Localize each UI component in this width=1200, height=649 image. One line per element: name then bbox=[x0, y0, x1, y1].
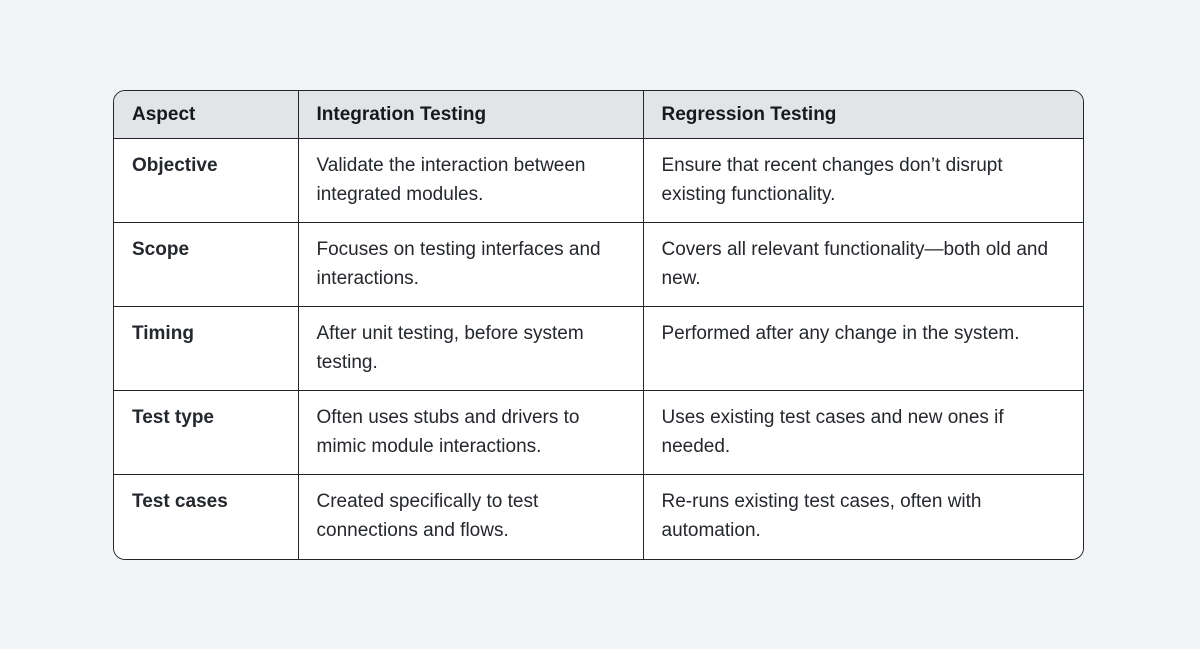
table-row: Timing After unit testing, before system … bbox=[114, 306, 1083, 391]
table-row: Objective Validate the interaction betwee… bbox=[114, 138, 1083, 223]
integration-cell: Often uses stubs and drivers to mimic mo… bbox=[298, 390, 644, 475]
regression-cell: Uses existing test cases and new ones if… bbox=[643, 390, 1083, 475]
table-row: Scope Focuses on testing interfaces and i… bbox=[114, 222, 1083, 307]
aspect-cell: Timing bbox=[114, 306, 299, 391]
table-header-row: Aspect Integration Testing Regression Te… bbox=[114, 91, 1083, 139]
column-header-integration-testing: Integration Testing bbox=[298, 91, 644, 139]
aspect-cell: Test cases bbox=[114, 474, 299, 559]
regression-cell: Covers all relevant functionality—both o… bbox=[643, 222, 1083, 307]
table-row: Test cases Created specifically to test c… bbox=[114, 474, 1083, 559]
table-row: Test type Often uses stubs and drivers to… bbox=[114, 390, 1083, 475]
column-header-regression-testing: Regression Testing bbox=[643, 91, 1083, 139]
aspect-cell: Scope bbox=[114, 222, 299, 307]
integration-cell: After unit testing, before system testin… bbox=[298, 306, 644, 391]
regression-cell: Performed after any change in the system… bbox=[643, 306, 1083, 391]
aspect-cell: Objective bbox=[114, 138, 299, 223]
regression-cell: Ensure that recent changes don’t disrupt… bbox=[643, 138, 1083, 223]
integration-cell: Focuses on testing interfaces and intera… bbox=[298, 222, 644, 307]
testing-comparison-table: Aspect Integration Testing Regression Te… bbox=[114, 91, 1083, 559]
aspect-cell: Test type bbox=[114, 390, 299, 475]
table-body: Objective Validate the interaction betwee… bbox=[114, 138, 1083, 559]
regression-cell: Re-runs existing test cases, often with … bbox=[643, 474, 1083, 559]
column-header-aspect: Aspect bbox=[114, 91, 299, 139]
integration-cell: Validate the interaction between integra… bbox=[298, 138, 644, 223]
comparison-table: Aspect Integration Testing Regression Te… bbox=[113, 90, 1084, 560]
integration-cell: Created specifically to test connections… bbox=[298, 474, 644, 559]
